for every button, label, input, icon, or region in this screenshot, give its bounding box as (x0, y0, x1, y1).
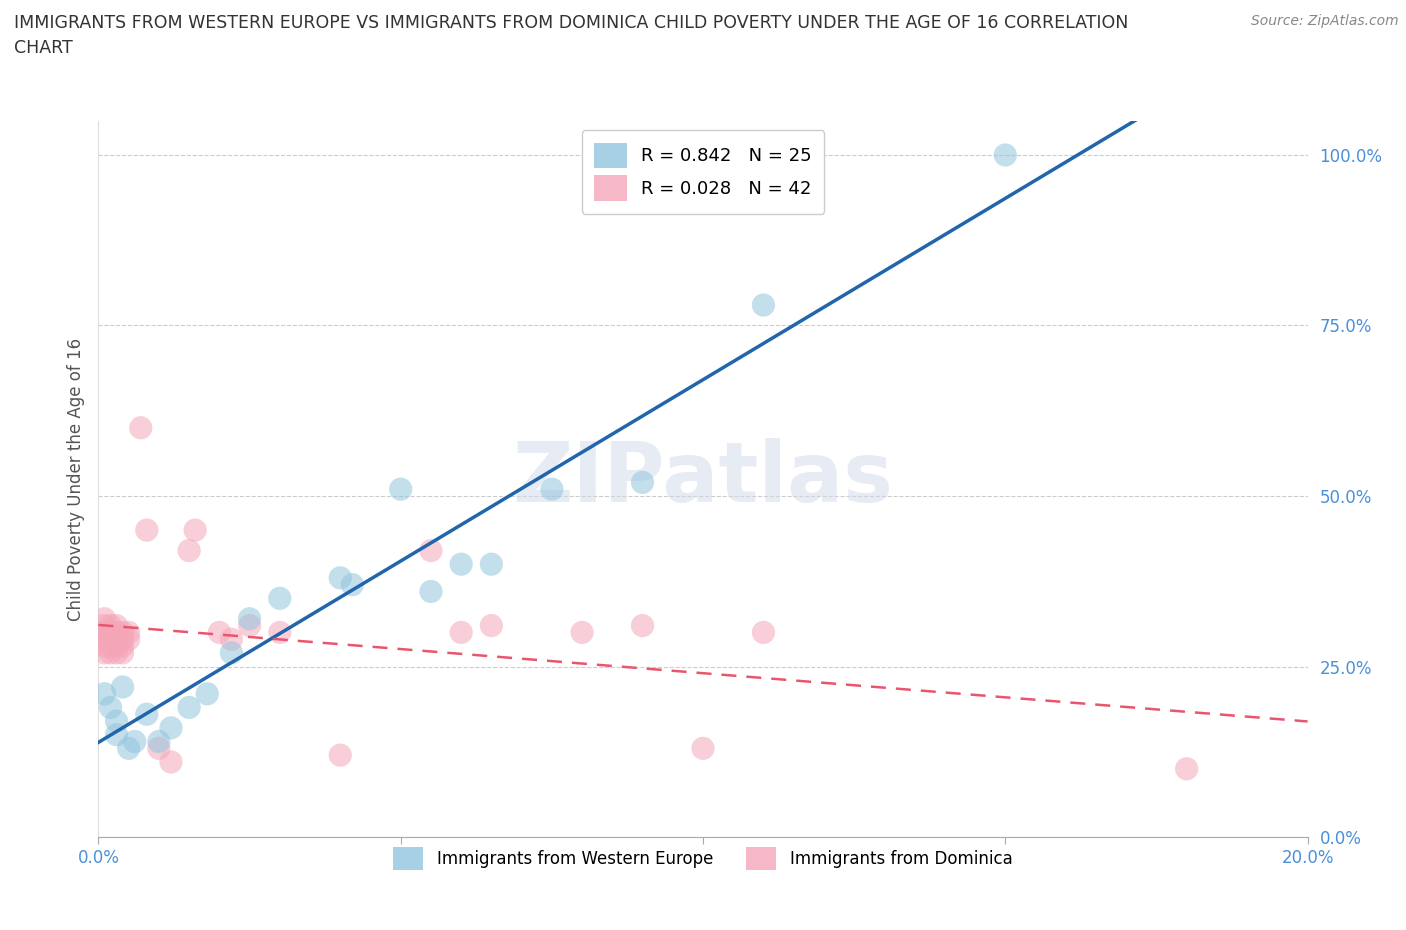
Point (329, 748, 352, 763)
Point (118, 625, 141, 640)
Point (93, 645, 115, 660)
Point (105, 618, 128, 633)
Point (184, 523, 207, 538)
Point (93, 639, 115, 654)
Point (752, 625, 775, 640)
Point (93, 618, 115, 633)
Legend: Immigrants from Western Europe, Immigrants from Dominica: Immigrants from Western Europe, Immigran… (385, 839, 1021, 879)
Point (481, 557, 503, 572)
Point (420, 584, 443, 599)
Point (100, 625, 122, 640)
Point (221, 645, 243, 660)
Point (124, 734, 146, 749)
Point (93, 631, 115, 646)
Point (571, 625, 593, 640)
Point (100, 625, 122, 640)
Point (420, 543, 443, 558)
Point (105, 645, 128, 660)
Point (208, 625, 231, 640)
Point (105, 631, 128, 646)
Point (269, 625, 291, 640)
Point (135, 523, 157, 538)
Point (135, 707, 157, 722)
Point (118, 631, 141, 646)
Point (221, 631, 243, 646)
Point (342, 578, 364, 592)
Point (111, 645, 134, 660)
Point (105, 625, 128, 640)
Point (1175, 762, 1198, 777)
Point (100, 639, 122, 654)
Point (111, 639, 134, 654)
Point (631, 475, 654, 490)
Point (239, 618, 262, 633)
Point (179, 700, 201, 715)
Point (100, 645, 122, 660)
Point (105, 639, 128, 654)
Point (111, 680, 134, 695)
Point (692, 741, 714, 756)
Point (752, 298, 775, 312)
Point (450, 557, 472, 572)
Point (269, 591, 291, 605)
Point (450, 625, 472, 640)
Point (389, 482, 412, 497)
Point (100, 700, 122, 715)
Point (481, 618, 503, 633)
Point (111, 631, 134, 646)
Point (129, 420, 152, 435)
Point (100, 618, 122, 633)
Point (195, 686, 218, 701)
Point (100, 631, 122, 646)
Point (93, 611, 115, 626)
Point (118, 741, 141, 756)
Point (329, 570, 352, 585)
Point (631, 618, 654, 633)
Point (994, 148, 1017, 163)
Point (148, 741, 170, 756)
Point (111, 625, 134, 640)
Point (160, 721, 183, 736)
Point (105, 727, 128, 742)
Point (160, 754, 183, 769)
Point (93, 686, 115, 701)
Text: ZIPatlas: ZIPatlas (513, 438, 893, 520)
Text: Source: ZipAtlas.com: Source: ZipAtlas.com (1251, 14, 1399, 28)
Point (93, 625, 115, 640)
Point (179, 543, 201, 558)
Point (105, 713, 128, 728)
Text: IMMIGRANTS FROM WESTERN EUROPE VS IMMIGRANTS FROM DOMINICA CHILD POVERTY UNDER T: IMMIGRANTS FROM WESTERN EUROPE VS IMMIGR… (14, 14, 1129, 57)
Point (540, 482, 562, 497)
Y-axis label: Child Poverty Under the Age of 16: Child Poverty Under the Age of 16 (66, 338, 84, 620)
Point (239, 611, 262, 626)
Point (148, 734, 170, 749)
